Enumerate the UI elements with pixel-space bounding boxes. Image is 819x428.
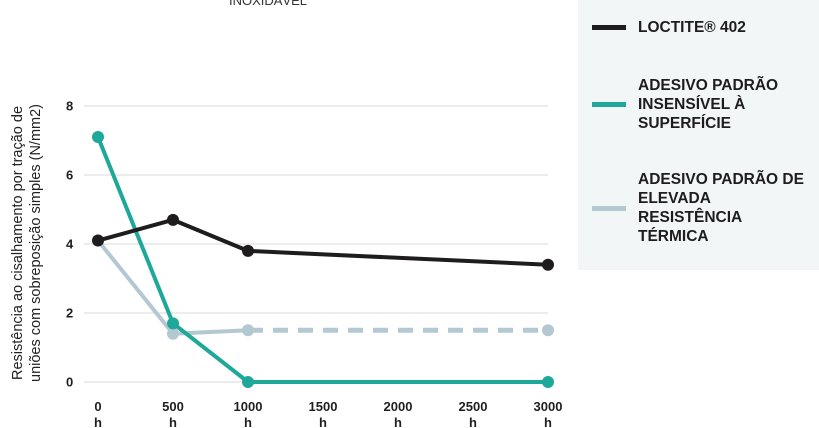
legend-item-insensivel: ADESIVO PADRÃO INSENSÍVEL À SUPERFÍCIE bbox=[592, 76, 808, 133]
y-tick-2: 2 bbox=[66, 306, 73, 321]
grid-lines bbox=[84, 105, 548, 383]
y-tick-6: 6 bbox=[66, 168, 73, 183]
legend-item-elevada-resistencia: ADESIVO PADRÃO DE ELEVADA RESISTÊNCIA TÉ… bbox=[592, 170, 808, 246]
legend-swatch-elevada-resistencia bbox=[592, 205, 626, 211]
x-tick-500: 500 bbox=[162, 399, 184, 414]
x-tick-unit-1500: h bbox=[319, 415, 327, 428]
series-0-point-1 bbox=[167, 213, 179, 226]
series-line-1 bbox=[96, 136, 548, 384]
series-2 bbox=[92, 234, 554, 340]
x-tick-1000: 1000 bbox=[234, 399, 263, 414]
series-1-point-3 bbox=[542, 376, 554, 388]
series-0-point-2 bbox=[242, 244, 254, 257]
y-tick-labels: 0 2 4 6 8 bbox=[66, 99, 74, 390]
x-tick-unit-3000: h bbox=[544, 415, 552, 428]
x-tick-0: 0 bbox=[94, 399, 101, 414]
x-tick-2000: 2000 bbox=[384, 399, 413, 414]
legend-swatch-loctite-402 bbox=[592, 25, 626, 30]
data-series bbox=[92, 131, 554, 388]
y-tick-4: 4 bbox=[66, 237, 74, 252]
legend-label-loctite-402: LOCTITE® 402 bbox=[638, 19, 746, 36]
series-2-point-3 bbox=[542, 324, 554, 337]
series-0-point-3 bbox=[542, 258, 554, 271]
chart-title: INOXIDÁVEL bbox=[229, 0, 307, 8]
x-tick-unit-500: h bbox=[169, 415, 177, 428]
series-0 bbox=[92, 213, 554, 271]
series-2-point-1 bbox=[167, 327, 179, 340]
legend-swatch-insensivel bbox=[592, 102, 626, 107]
y-axis-label-line-2: uniões com sobreposição simples (N/mm2) bbox=[28, 104, 44, 382]
legend-label-insensivel: ADESIVO PADRÃO INSENSÍVEL À SUPERFÍCIE bbox=[638, 77, 779, 132]
x-tick-3000: 3000 bbox=[534, 399, 563, 414]
x-tick-unit-2000: h bbox=[394, 415, 402, 428]
series-line-0 bbox=[97, 217, 549, 267]
legend-item-loctite-402: LOCTITE® 402 bbox=[592, 18, 808, 37]
legend-label-elevada-resistencia: ADESIVO PADRÃO DE ELEVADA RESISTÊNCIA TÉ… bbox=[638, 171, 804, 245]
x-tick-1500: 1500 bbox=[309, 399, 338, 414]
series-1-point-1 bbox=[167, 317, 179, 330]
x-tick-unit-1000: h bbox=[244, 415, 252, 428]
series-1-point-2 bbox=[242, 376, 254, 388]
legend: LOCTITE® 402 ADESIVO PADRÃO INSENSÍVEL À… bbox=[578, 0, 819, 270]
x-tick-unit-2500: h bbox=[469, 415, 477, 428]
x-tick-2500: 2500 bbox=[459, 399, 488, 414]
x-tick-unit-0: h bbox=[94, 415, 102, 428]
y-tick-0: 0 bbox=[66, 375, 73, 390]
series-2-point-2 bbox=[242, 324, 254, 337]
y-tick-8: 8 bbox=[66, 99, 73, 114]
series-0-point-0 bbox=[92, 234, 104, 247]
series-1-point-0 bbox=[92, 131, 104, 144]
y-axis-label-line-1: Resistência ao cisalhamento por tração d… bbox=[10, 106, 26, 380]
series-1 bbox=[92, 131, 554, 388]
y-axis-label: Resistência ao cisalhamento por tração d… bbox=[10, 104, 44, 382]
